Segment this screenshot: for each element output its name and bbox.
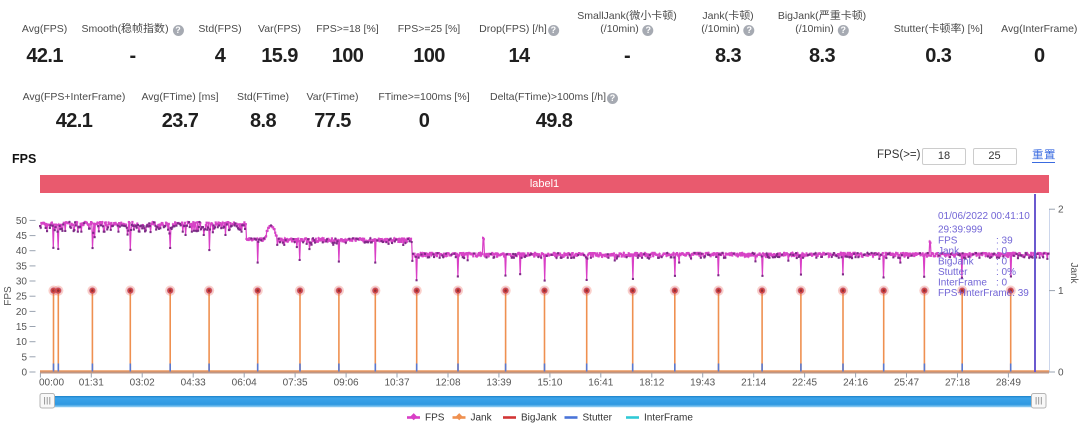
svg-text:04:33: 04:33 [181,378,206,389]
svg-text:: 0: : 0 [996,278,1008,289]
svg-text:Stutter: Stutter [583,413,613,423]
svg-text:Jank: Jank [938,246,960,257]
svg-text:01:31: 01:31 [79,378,104,389]
svg-text:BigJank: BigJank [938,257,975,268]
svg-text:25: 25 [16,292,28,303]
svg-text:19:43: 19:43 [690,378,715,389]
svg-text:22:45: 22:45 [792,378,817,389]
svg-text:03:02: 03:02 [130,378,155,389]
svg-text:0: 0 [21,368,27,379]
svg-text:27:18: 27:18 [945,378,970,389]
svg-text:2: 2 [1058,205,1064,216]
svg-text:13:39: 13:39 [486,378,511,389]
svg-text:30: 30 [16,277,28,288]
svg-text:InterFrame: InterFrame [644,413,693,423]
svg-text:07:35: 07:35 [283,378,308,389]
svg-text:21:14: 21:14 [741,378,766,389]
svg-text:1: 1 [1058,286,1064,297]
svg-text:: 0%: : 0% [996,267,1016,278]
svg-text:Jank: Jank [1068,262,1079,284]
svg-text:29:39:999: 29:39:999 [938,225,983,236]
svg-text:: 0: : 0 [996,257,1008,268]
svg-text:FPS: FPS [938,236,958,247]
svg-text:01/06/2022 00:41:10: 01/06/2022 00:41:10 [938,211,1030,222]
svg-text:09:06: 09:06 [334,378,359,389]
svg-text:00:00: 00:00 [39,378,64,389]
svg-text:InterFrame: InterFrame [938,278,987,289]
svg-text:25:47: 25:47 [894,378,919,389]
svg-text:24:16: 24:16 [843,378,868,389]
svg-text:28:49: 28:49 [996,378,1021,389]
svg-text:15: 15 [16,322,28,333]
svg-text:FPS: FPS [425,413,445,423]
svg-text:18:12: 18:12 [639,378,664,389]
svg-text:FPS: FPS [3,286,14,306]
svg-text:: 39: : 39 [996,236,1013,247]
svg-text:16:41: 16:41 [588,378,613,389]
svg-text:10: 10 [16,337,28,348]
svg-text:0: 0 [1058,368,1064,379]
svg-text:50: 50 [16,216,28,227]
svg-text:: 0: : 0 [996,246,1008,257]
svg-text:40: 40 [16,246,28,257]
svg-text:FPS+InterFrame: 39: FPS+InterFrame: 39 [938,288,1029,299]
svg-text:Jank: Jank [471,413,493,423]
svg-text:06:04: 06:04 [232,378,257,389]
svg-text:Stutter: Stutter [938,267,968,278]
svg-text:15:10: 15:10 [537,378,562,389]
svg-text:35: 35 [16,261,28,272]
svg-text:10:37: 10:37 [384,378,409,389]
svg-text:45: 45 [16,231,28,242]
svg-text:5: 5 [21,352,27,363]
svg-text:12:08: 12:08 [435,378,460,389]
svg-text:20: 20 [16,307,28,318]
svg-text:BigJank: BigJank [521,413,558,423]
